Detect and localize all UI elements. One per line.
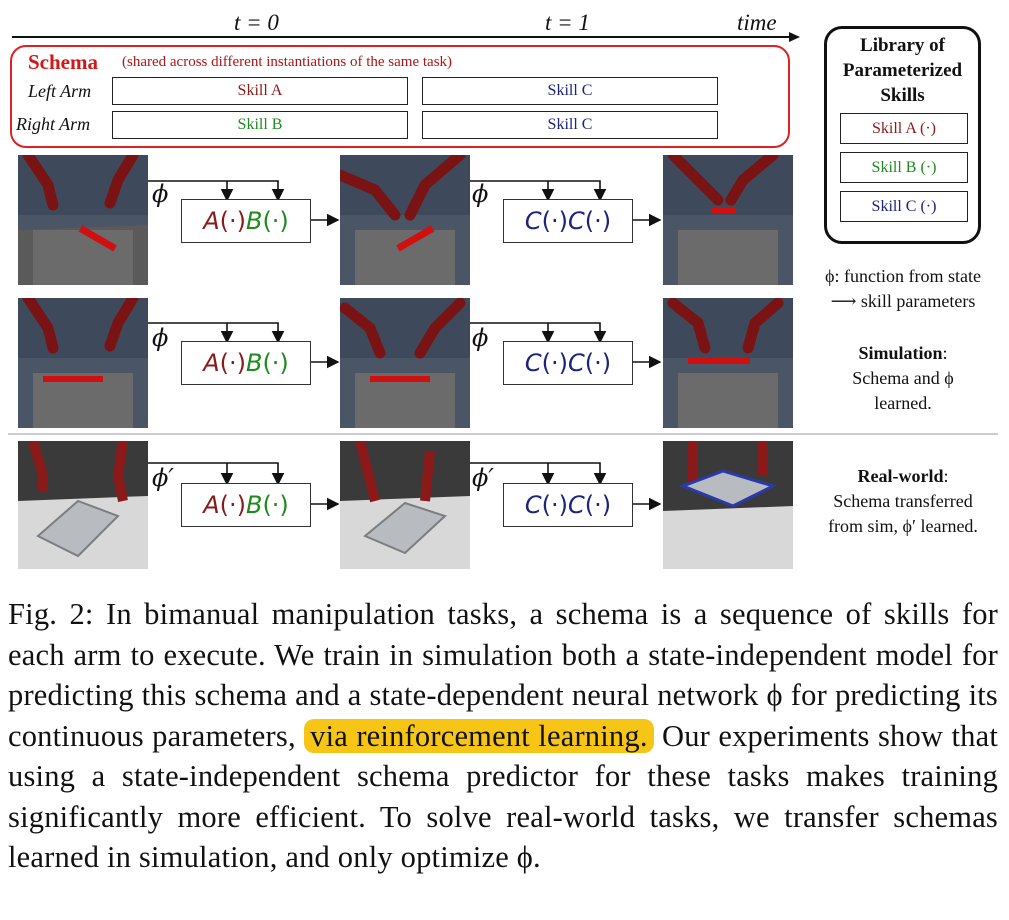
formula-ab: A(·)B(·)	[181, 199, 311, 243]
caption-text-end: Our experiments show that using a state-…	[8, 718, 999, 875]
library-skill-b: Skill B (·)	[840, 152, 968, 183]
timeline-t0: t = 0	[234, 10, 279, 35]
real-scene-image	[663, 441, 793, 569]
formula-cc: C(·)C(·)	[503, 341, 633, 385]
phi-prime-label: ϕ′	[472, 464, 494, 492]
sim-scene-image	[663, 298, 793, 428]
left-arm-label: Left Arm	[28, 81, 92, 101]
phi-legend: ϕ: function from state ⟶ skill parameter…	[825, 266, 981, 311]
schema-left-skill-2: Skill C	[422, 77, 718, 105]
skill-library-box	[824, 26, 981, 244]
flow-arrows	[8, 180, 998, 511]
sim-scene-image	[340, 155, 470, 285]
real-scene-image	[18, 441, 148, 569]
simulation-note: Simulation: Schema and ϕ learned.	[852, 343, 954, 413]
timeline-t1: t = 1	[545, 10, 590, 35]
timeline-arrow	[12, 32, 800, 42]
phi-label: ϕ	[152, 180, 169, 208]
timeline-time: time	[737, 10, 777, 35]
library-skill-a: Skill A (·)	[840, 113, 968, 144]
right-arm-label: Right Arm	[16, 114, 91, 134]
formula-ab: A(·)B(·)	[181, 483, 311, 527]
formula-ab: A(·)B(·)	[181, 341, 311, 385]
caption-highlight: via reinforcement learning.	[304, 718, 654, 753]
library-skill-c: Skill C (·)	[840, 191, 968, 222]
schema-subtitle: (shared across different instantiations …	[122, 54, 453, 70]
real-scene-image	[340, 441, 470, 569]
phi-label: ϕ	[472, 180, 489, 208]
sim-scene-image	[18, 298, 148, 428]
schema-title: Schema	[28, 50, 98, 74]
realworld-note: Real-world: Schema transferred from sim,…	[828, 466, 978, 536]
sim-scene-image	[18, 155, 148, 285]
formula-cc: C(·)C(·)	[503, 483, 633, 527]
schema-right-skill-1: Skill B	[112, 111, 408, 139]
phi-label: ϕ	[472, 324, 489, 352]
phi-prime-label: ϕ′	[152, 464, 174, 492]
sim-scene-image	[663, 155, 793, 285]
figure-caption: Fig. 2: In bimanual manipulation tasks, …	[8, 594, 998, 878]
schema-right-skill-2: Skill C	[422, 111, 718, 139]
schema-left-skill-1: Skill A	[112, 77, 408, 105]
caption-text-start: Fig. 2: In bimanual manipulation tasks, …	[8, 597, 998, 753]
phi-label: ϕ	[152, 324, 169, 352]
skill-library-title: Library of Parameterized Skills	[842, 35, 963, 106]
formula-cc: C(·)C(·)	[503, 199, 633, 243]
schema-box	[10, 45, 790, 148]
sim-scene-image	[340, 298, 470, 428]
